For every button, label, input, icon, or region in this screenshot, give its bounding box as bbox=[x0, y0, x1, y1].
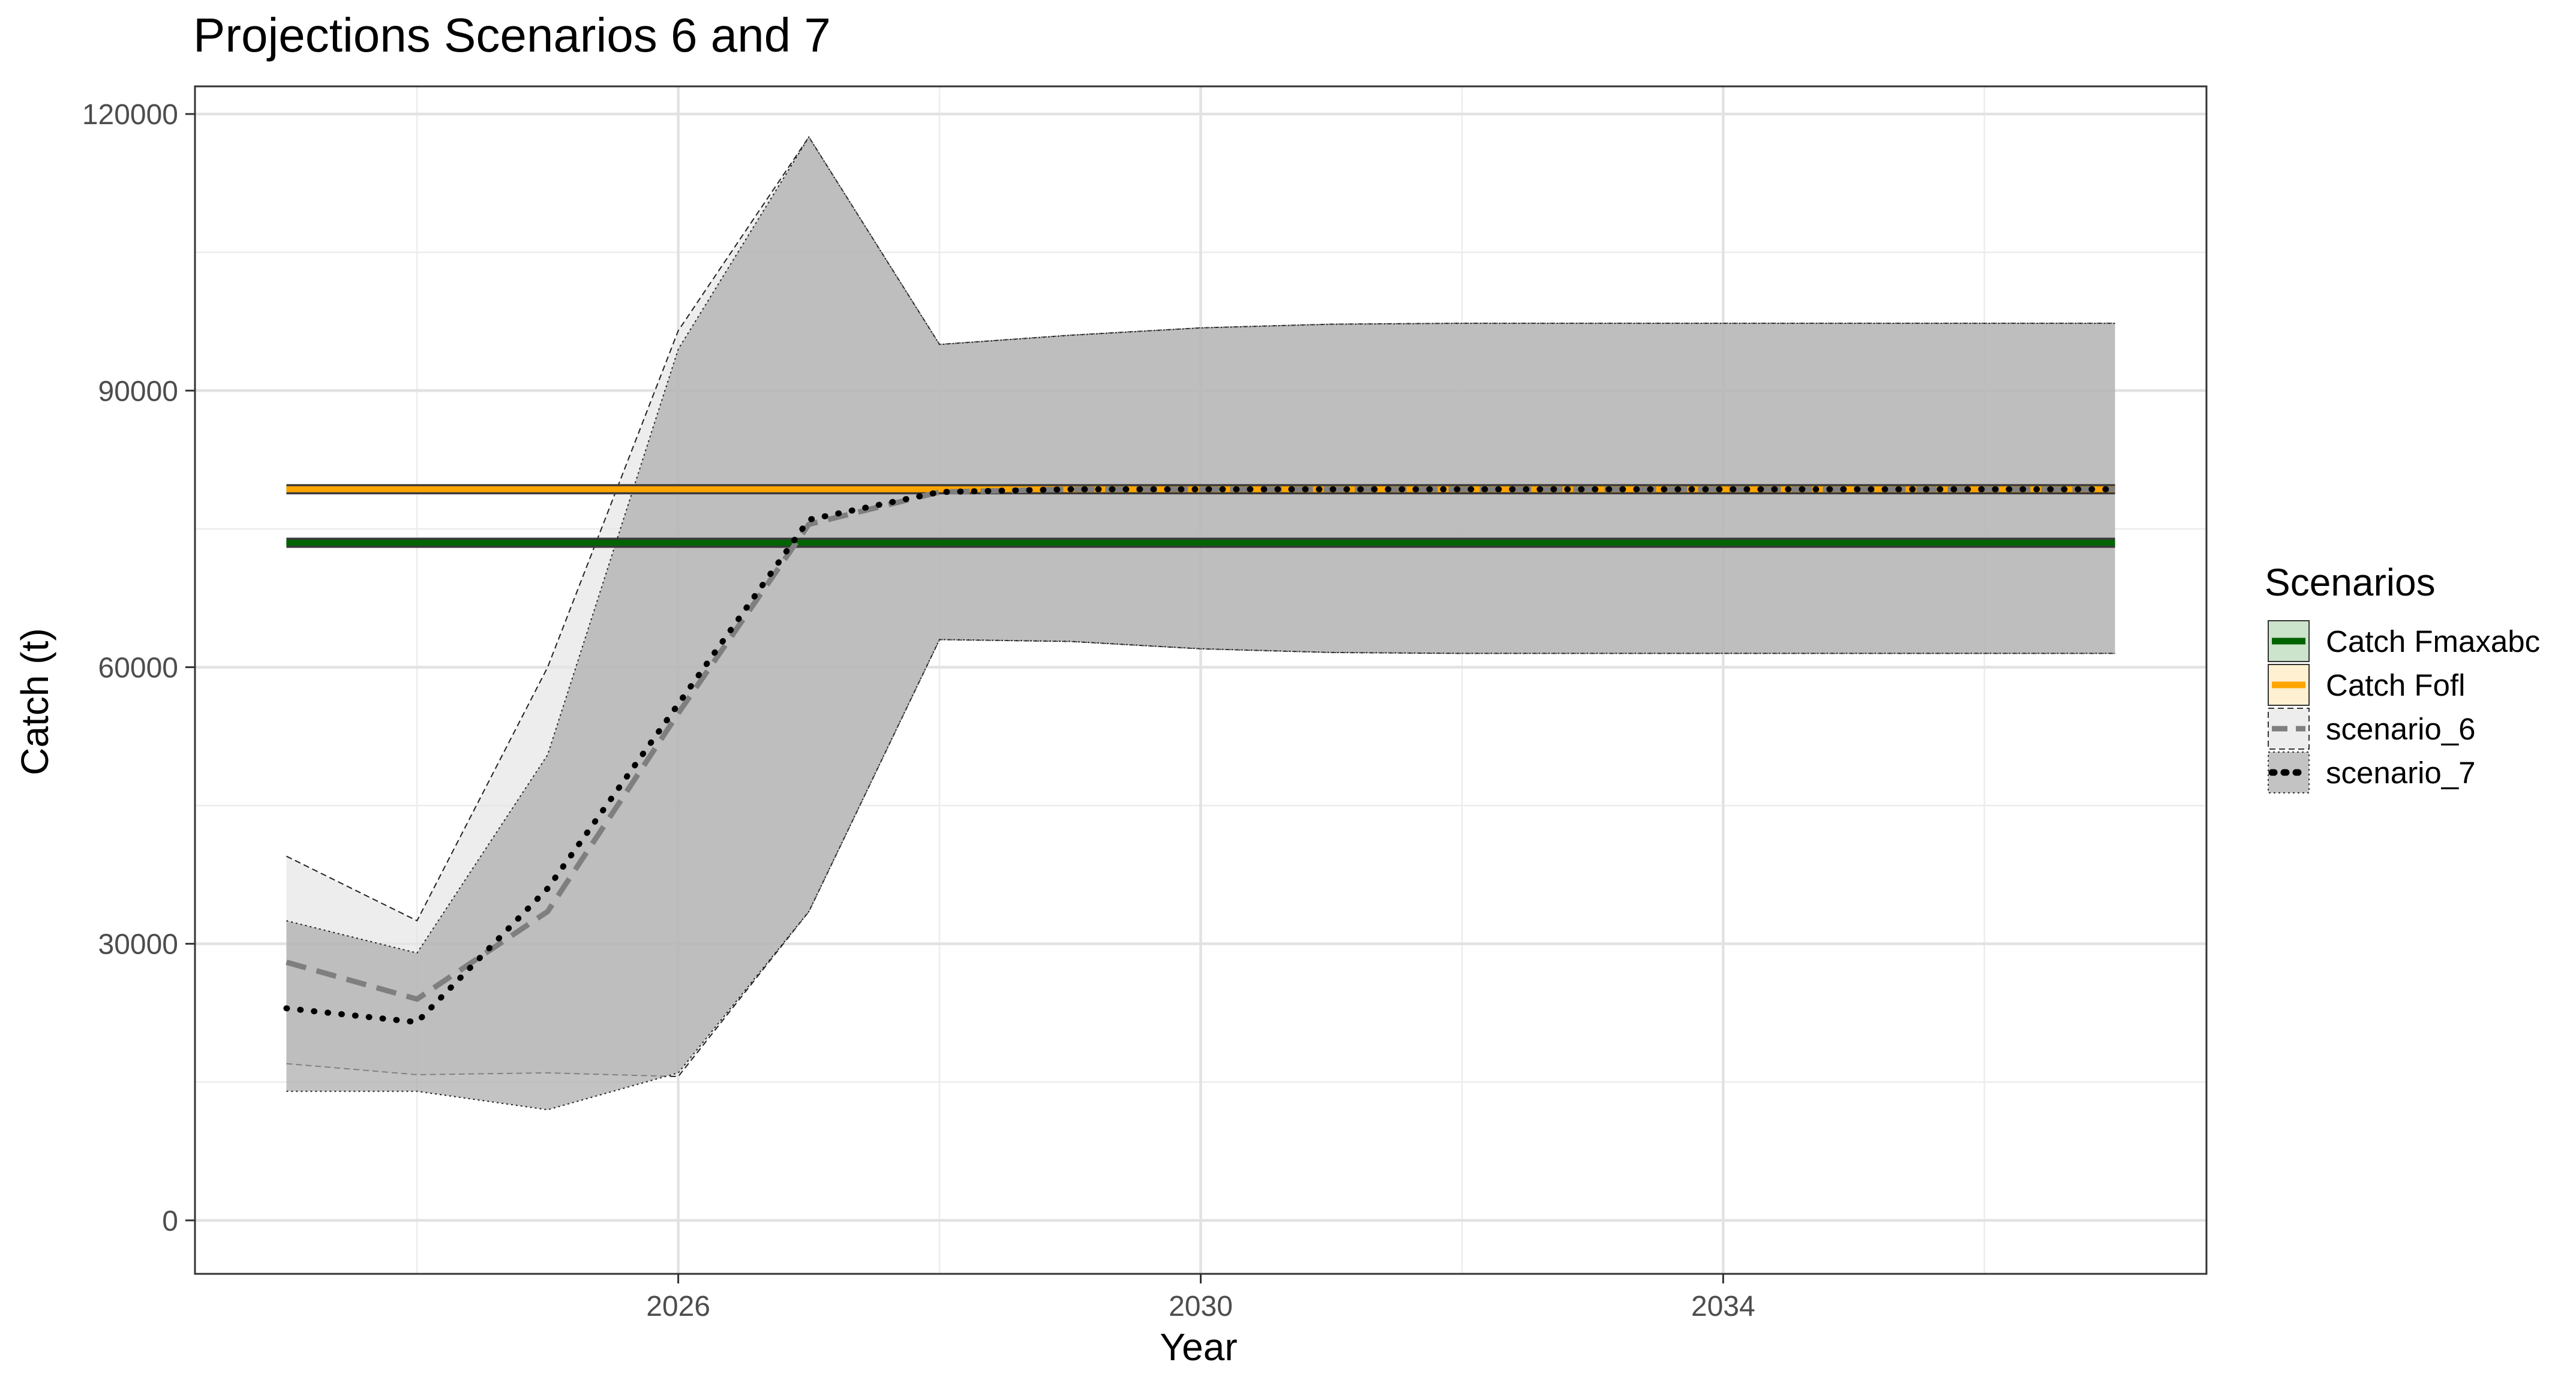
legend-title: Scenarios bbox=[2265, 561, 2436, 604]
y-tick-label: 0 bbox=[162, 1205, 178, 1237]
y-tick-label: 120000 bbox=[82, 99, 178, 131]
series-lines bbox=[283, 486, 2118, 1026]
chart-title: Projections Scenarios 6 and 7 bbox=[193, 8, 831, 62]
ribbon-upper-edge-scenario_7 bbox=[286, 136, 2115, 954]
legend-label-scenario_7: scenario_7 bbox=[2326, 756, 2476, 790]
y-tick-label: 90000 bbox=[98, 375, 178, 407]
y-axis-title: Catch (t) bbox=[13, 628, 56, 775]
x-axis: 2026 2030 2034 bbox=[646, 1274, 1755, 1322]
ribbon-scenario_7 bbox=[286, 137, 2115, 1110]
series-line-scenario_6 bbox=[286, 486, 2115, 1002]
legend-label-Catch Fmaxabc: Catch Fmaxabc bbox=[2326, 624, 2540, 659]
ribbon-lower-edge-scenario_7 bbox=[286, 639, 2115, 1111]
x-axis-title: Year bbox=[1160, 1325, 1237, 1369]
x-tick-label: 2034 bbox=[1691, 1291, 1755, 1322]
y-tick-label: 60000 bbox=[98, 652, 178, 684]
legend-label-scenario_6: scenario_6 bbox=[2326, 712, 2476, 746]
x-tick-label: 2030 bbox=[1169, 1291, 1233, 1322]
legend: Scenarios Catch Fmaxabc Catch Fofl scenari… bbox=[2265, 561, 2540, 793]
y-tick-label: 30000 bbox=[98, 929, 178, 961]
ribbons bbox=[286, 136, 2115, 1111]
legend-label-Catch Fofl: Catch Fofl bbox=[2326, 668, 2465, 702]
y-axis: 0 30000 60000 90000 120000 bbox=[82, 99, 195, 1237]
x-tick-label: 2026 bbox=[646, 1291, 710, 1322]
